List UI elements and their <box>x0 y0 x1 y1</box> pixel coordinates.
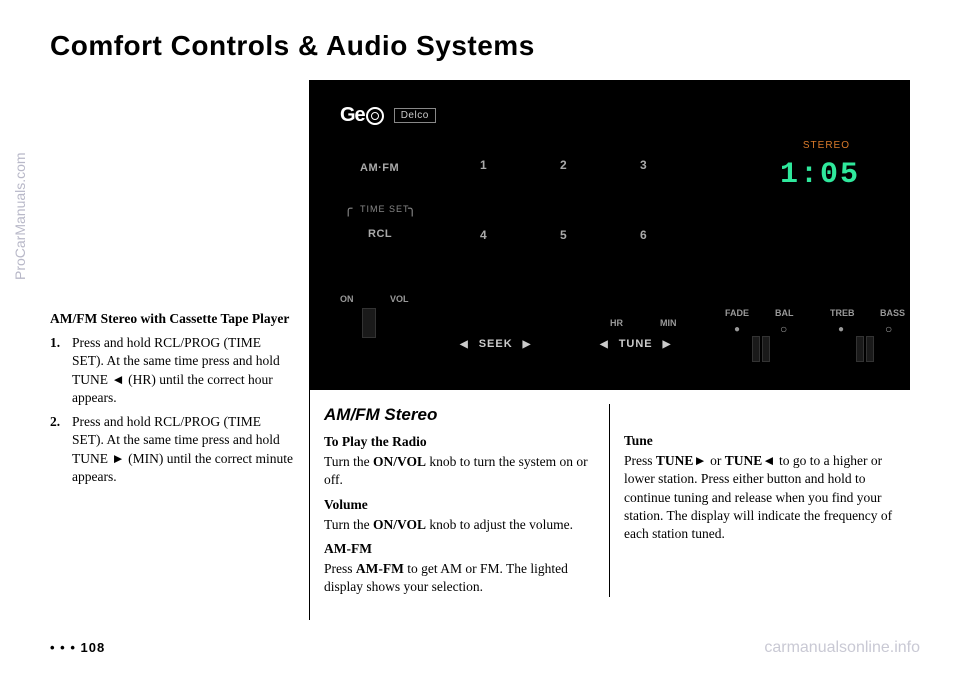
bass-ring: ○ <box>885 322 892 336</box>
amfm-body: Press AM-FM to get AM or FM. The lighted… <box>324 560 595 596</box>
fade-bal-knob[interactable] <box>752 336 770 362</box>
amfm-stereo-heading: AM/FM Stereo <box>324 404 595 427</box>
min-label: MIN <box>660 318 677 328</box>
preset-6[interactable]: 6 <box>640 228 647 242</box>
tune-control[interactable]: ◀ TUNE ▶ <box>600 338 671 350</box>
on-vol-knob[interactable] <box>362 308 376 338</box>
volume-body: Turn the ON/VOL knob to adjust the volum… <box>324 516 595 534</box>
timeset-bracket-left: ╭ <box>344 200 352 217</box>
step-1: Press and hold RCL/PROG (TIME SET). At t… <box>50 334 295 407</box>
radio-faceplate: Ge Delco STEREO 1:05 AM·FM ╭ TIME SET ╮ … <box>310 80 910 390</box>
tune-heading: Tune <box>624 432 910 450</box>
play-radio-heading: To Play the Radio <box>324 433 595 451</box>
page-number: • • • 108 <box>50 640 105 655</box>
preset-3[interactable]: 3 <box>640 158 647 172</box>
hr-label: HR <box>610 318 623 328</box>
cassette-heading: AM/FM Stereo with Cassette Tape Player <box>50 310 295 328</box>
fade-label: FADE <box>725 308 749 318</box>
bal-ring: ○ <box>780 322 787 336</box>
column-left: AM/FM Stereo with Cassette Tape Player P… <box>50 80 310 620</box>
tune-right-icon: ▶ <box>663 339 672 350</box>
tune-left-icon: ◀ <box>600 339 609 350</box>
column-middle: AM/FM Stereo To Play the Radio Turn the … <box>310 404 610 597</box>
column-right: Tune Press TUNE► or TUNE◄ to go to a hig… <box>610 404 910 597</box>
clock-display: 1:05 <box>780 158 860 192</box>
bal-label: BAL <box>775 308 794 318</box>
preset-1[interactable]: 1 <box>480 158 487 172</box>
treb-label: TREB <box>830 308 855 318</box>
seek-left-icon: ◀ <box>460 339 469 350</box>
tune-body: Press TUNE► or TUNE◄ to go to a higher o… <box>624 452 910 543</box>
amfm-heading: AM-FM <box>324 540 595 558</box>
vol-label: VOL <box>390 294 409 304</box>
bass-label: BASS <box>880 308 905 318</box>
seek-right-icon: ▶ <box>523 339 532 350</box>
seek-control[interactable]: ◀ SEEK ▶ <box>460 338 531 350</box>
amfm-button[interactable]: AM·FM <box>360 162 399 174</box>
preset-4[interactable]: 4 <box>480 228 487 242</box>
bottom-watermark: carmanualsonline.info <box>764 639 920 657</box>
play-radio-body: Turn the ON/VOL knob to turn the system … <box>324 453 595 489</box>
preset-5[interactable]: 5 <box>560 228 567 242</box>
timeset-label: TIME SET <box>360 204 410 214</box>
treb-bass-knob[interactable] <box>856 336 874 362</box>
on-label: ON <box>340 294 354 304</box>
page-title: Comfort Controls & Audio Systems <box>50 30 910 62</box>
rcl-button[interactable]: RCL <box>368 228 392 240</box>
step-2: Press and hold RCL/PROG (TIME SET). At t… <box>50 413 295 486</box>
fade-dot: ● <box>734 324 740 335</box>
delco-badge: Delco <box>394 108 436 123</box>
volume-heading: Volume <box>324 496 595 514</box>
timeset-bracket-right: ╮ <box>408 200 416 217</box>
preset-2[interactable]: 2 <box>560 158 567 172</box>
stereo-indicator: STEREO <box>803 140 850 151</box>
geo-logo: Ge <box>340 104 384 127</box>
sidebar-watermark: ProCarManuals.com <box>12 152 28 280</box>
treb-dot: ● <box>838 324 844 335</box>
